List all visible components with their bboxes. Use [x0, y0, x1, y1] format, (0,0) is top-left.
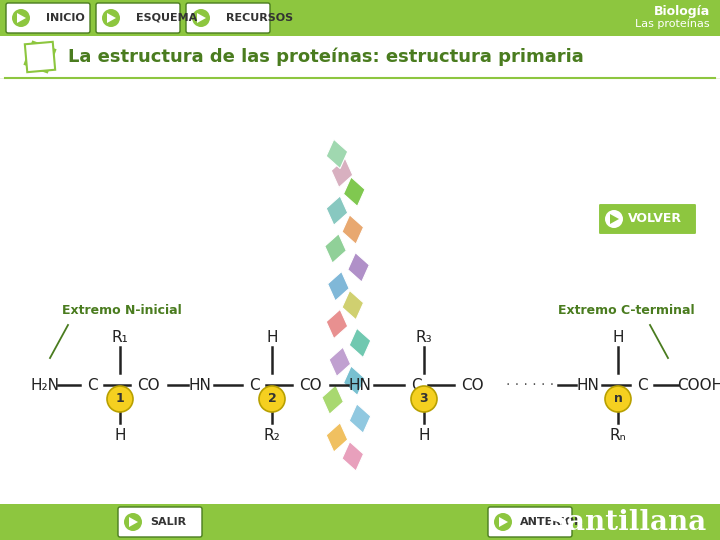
FancyBboxPatch shape	[118, 507, 202, 537]
Polygon shape	[24, 42, 55, 72]
Circle shape	[411, 386, 437, 412]
Polygon shape	[326, 196, 348, 225]
Polygon shape	[22, 39, 58, 75]
Text: Santillana: Santillana	[546, 509, 706, 536]
Text: Biología: Biología	[654, 4, 710, 17]
Polygon shape	[322, 385, 343, 414]
Text: Extremo N-inicial: Extremo N-inicial	[62, 303, 181, 316]
Text: ESQUEMA: ESQUEMA	[136, 13, 197, 23]
Text: C: C	[86, 377, 97, 393]
Text: 2: 2	[268, 393, 276, 406]
Text: H: H	[612, 329, 624, 345]
Polygon shape	[499, 517, 508, 527]
Text: n: n	[613, 393, 622, 406]
Text: Extremo C-terminal: Extremo C-terminal	[558, 303, 695, 316]
Circle shape	[102, 9, 120, 27]
FancyBboxPatch shape	[96, 3, 180, 33]
Text: HN: HN	[577, 377, 600, 393]
Polygon shape	[197, 13, 206, 23]
Text: La estructura de las proteínas: estructura primaria: La estructura de las proteínas: estructu…	[68, 48, 584, 66]
Polygon shape	[349, 328, 371, 357]
FancyBboxPatch shape	[488, 507, 572, 537]
Polygon shape	[610, 214, 619, 224]
Polygon shape	[326, 423, 348, 452]
Circle shape	[494, 513, 512, 531]
Polygon shape	[17, 13, 26, 23]
Text: R₂: R₂	[264, 428, 280, 442]
Text: C: C	[410, 377, 421, 393]
Circle shape	[259, 386, 285, 412]
Circle shape	[605, 386, 631, 412]
Polygon shape	[342, 215, 364, 244]
Text: CO: CO	[137, 377, 159, 393]
Polygon shape	[325, 234, 346, 263]
Text: HN: HN	[189, 377, 212, 393]
Text: RECURSOS: RECURSOS	[226, 13, 293, 23]
Polygon shape	[329, 347, 351, 376]
Bar	[0, 0, 720, 36]
Text: VOLVER: VOLVER	[628, 213, 682, 226]
Text: H: H	[418, 428, 430, 442]
Bar	[0, 36, 720, 78]
Polygon shape	[342, 442, 364, 471]
Circle shape	[124, 513, 142, 531]
Circle shape	[192, 9, 210, 27]
Text: COOH: COOH	[677, 377, 720, 393]
Polygon shape	[107, 13, 116, 23]
Polygon shape	[348, 253, 369, 282]
Polygon shape	[343, 366, 365, 395]
Polygon shape	[343, 177, 365, 206]
Text: Rₙ: Rₙ	[610, 428, 626, 442]
FancyBboxPatch shape	[598, 203, 697, 235]
Text: · · · · · ·: · · · · · ·	[506, 378, 554, 392]
Bar	[0, 79, 720, 504]
Text: H: H	[114, 428, 126, 442]
Text: 1: 1	[116, 393, 125, 406]
Text: C: C	[248, 377, 259, 393]
Polygon shape	[328, 272, 349, 301]
Polygon shape	[326, 139, 348, 168]
Text: H: H	[266, 329, 278, 345]
Polygon shape	[326, 309, 348, 339]
Text: H₂N: H₂N	[30, 377, 59, 393]
Text: ANTERIOR: ANTERIOR	[520, 517, 584, 527]
Text: R₃: R₃	[415, 329, 432, 345]
FancyBboxPatch shape	[186, 3, 270, 33]
Text: HN: HN	[348, 377, 372, 393]
Text: R₁: R₁	[112, 329, 128, 345]
Polygon shape	[342, 291, 364, 320]
FancyBboxPatch shape	[6, 3, 90, 33]
Circle shape	[605, 210, 623, 228]
Text: C: C	[636, 377, 647, 393]
Polygon shape	[129, 517, 138, 527]
Circle shape	[107, 386, 133, 412]
Text: INICIO: INICIO	[46, 13, 85, 23]
Text: Las proteínas: Las proteínas	[635, 19, 710, 29]
Bar	[0, 504, 720, 540]
Text: 3: 3	[420, 393, 428, 406]
Circle shape	[12, 9, 30, 27]
Polygon shape	[331, 158, 353, 187]
Text: CO: CO	[299, 377, 321, 393]
Polygon shape	[349, 404, 371, 433]
Text: SALIR: SALIR	[150, 517, 186, 527]
Text: CO: CO	[461, 377, 483, 393]
